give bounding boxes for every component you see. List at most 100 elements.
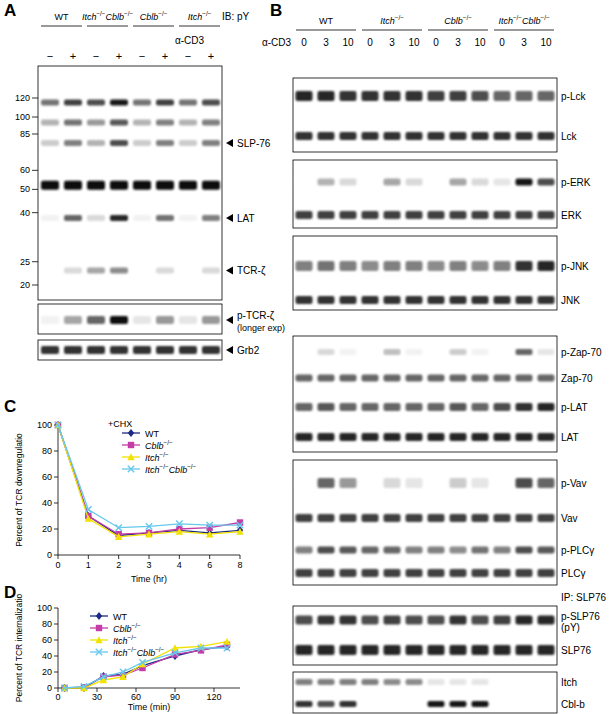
row-label: Zap-70 bbox=[561, 373, 593, 384]
band bbox=[133, 181, 151, 190]
text-part: 120 bbox=[206, 692, 221, 702]
marker bbox=[236, 528, 243, 535]
marker bbox=[55, 421, 61, 429]
series-line bbox=[65, 646, 228, 688]
text-part: 10 bbox=[342, 37, 354, 48]
band bbox=[362, 514, 379, 522]
band bbox=[156, 99, 174, 105]
text-part: 0 bbox=[47, 683, 52, 693]
marker bbox=[115, 525, 121, 531]
bands bbox=[41, 99, 220, 273]
legend-label: WT bbox=[145, 429, 159, 439]
lane-label: 0 bbox=[367, 37, 373, 48]
band bbox=[450, 433, 467, 441]
legend-label: Itch−/−Cblb−/− bbox=[113, 646, 165, 658]
blot-frame bbox=[38, 66, 222, 300]
band bbox=[179, 181, 197, 190]
band bbox=[406, 403, 423, 411]
text-part: WT bbox=[55, 12, 69, 22]
band bbox=[296, 616, 313, 625]
band bbox=[538, 375, 555, 382]
band bbox=[340, 261, 357, 271]
bands bbox=[41, 346, 220, 354]
band bbox=[318, 179, 335, 186]
text-part: p-TCR-ζ bbox=[237, 310, 275, 322]
figure: ABCDWTItch−/−Cblb−/−Cblb−/−Itch−/−IB: pY… bbox=[0, 0, 611, 714]
band bbox=[340, 433, 357, 441]
text-part: Cblb bbox=[113, 624, 132, 634]
x-axis-title: Time (min) bbox=[128, 702, 171, 712]
y-tick bbox=[54, 555, 58, 556]
x-tick-label: 30 bbox=[92, 692, 102, 702]
band bbox=[406, 296, 423, 304]
marker bbox=[81, 683, 87, 689]
band bbox=[406, 679, 423, 685]
band bbox=[296, 569, 313, 577]
mw-tick bbox=[32, 189, 38, 190]
band bbox=[428, 645, 445, 655]
x-tick-label: 120 bbox=[206, 692, 221, 702]
text-part: 10 bbox=[474, 37, 486, 48]
row-label: p-PLCγ bbox=[561, 545, 594, 556]
band bbox=[362, 375, 379, 382]
mw-label: 120 bbox=[15, 93, 30, 103]
text-part: WT bbox=[319, 16, 333, 26]
lane-label: − bbox=[139, 50, 145, 62]
band bbox=[494, 569, 511, 577]
band bbox=[494, 679, 511, 685]
y-axis-title: Percent of TCR internalizatio bbox=[14, 593, 24, 702]
row-label: JNK bbox=[561, 295, 580, 306]
row-label: p-Lck bbox=[561, 91, 586, 102]
y-tick bbox=[54, 672, 58, 673]
band bbox=[318, 679, 335, 685]
band bbox=[384, 349, 401, 355]
mw-tick bbox=[32, 133, 38, 134]
text-part: 100 bbox=[15, 112, 30, 122]
band bbox=[296, 211, 313, 219]
text-part: p-PLCγ bbox=[561, 545, 594, 556]
band bbox=[494, 296, 511, 304]
text-part: Lck bbox=[561, 131, 578, 142]
band bbox=[41, 267, 59, 273]
text-part: 20 bbox=[42, 667, 52, 677]
band bbox=[450, 569, 467, 577]
band bbox=[538, 616, 555, 625]
y-tick bbox=[54, 688, 58, 689]
band bbox=[494, 375, 511, 382]
band bbox=[406, 261, 423, 271]
x-tick-label: 4 bbox=[177, 560, 182, 570]
marker bbox=[176, 526, 182, 534]
band bbox=[318, 349, 335, 355]
band-label: SLP-76 bbox=[237, 138, 271, 149]
group-label: Itch−/−Cblb−/− bbox=[82, 10, 134, 22]
text-part: B bbox=[270, 1, 282, 20]
band bbox=[41, 181, 59, 190]
text-part: 40 bbox=[42, 651, 52, 661]
band bbox=[538, 478, 555, 488]
band bbox=[110, 140, 128, 146]
band bbox=[133, 346, 151, 354]
band bbox=[296, 645, 313, 655]
band bbox=[179, 267, 197, 273]
text-part: Cblb bbox=[140, 12, 159, 22]
band bbox=[450, 211, 467, 219]
band bbox=[450, 679, 467, 685]
panel-label: C bbox=[4, 397, 16, 416]
band bbox=[318, 547, 335, 554]
text-part: A bbox=[4, 1, 16, 20]
text-part: p-LAT bbox=[561, 402, 588, 413]
band bbox=[318, 569, 335, 577]
band bbox=[450, 478, 467, 488]
band bbox=[340, 349, 357, 355]
blot-frame bbox=[38, 340, 222, 360]
row-label: p-ERK bbox=[561, 177, 591, 188]
marker bbox=[206, 522, 212, 528]
text-part: Vav bbox=[561, 513, 578, 524]
text-part: −/− bbox=[160, 463, 169, 470]
band bbox=[428, 616, 445, 625]
arrowhead bbox=[226, 346, 233, 354]
band bbox=[202, 119, 220, 125]
text-part: Itch bbox=[145, 465, 160, 475]
blot-frame bbox=[293, 606, 557, 665]
text-part: α-CD3 bbox=[175, 35, 205, 46]
